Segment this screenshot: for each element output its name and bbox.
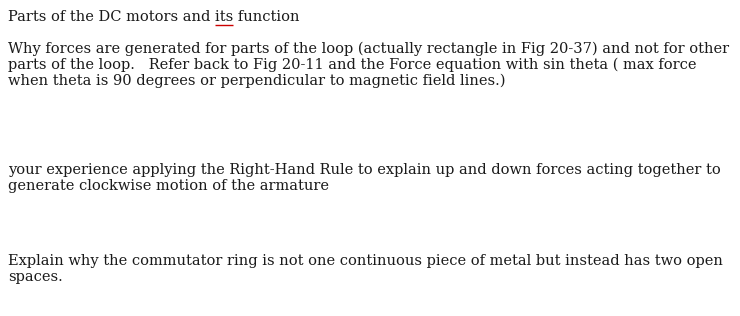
Text: spaces.: spaces. — [8, 270, 63, 284]
Text: your experience applying the Right-Hand Rule to explain up and down forces actin: your experience applying the Right-Hand … — [8, 163, 721, 177]
Text: Explain why the commutator ring is not one continuous piece of metal but instead: Explain why the commutator ring is not o… — [8, 254, 723, 268]
Text: parts of the loop.   Refer back to Fig 20-11 and the Force equation with sin the: parts of the loop. Refer back to Fig 20-… — [8, 58, 696, 72]
Text: Why forces are generated for parts of the loop (actually rectangle in Fig 20-37): Why forces are generated for parts of th… — [8, 42, 729, 56]
Text: Parts of the DC motors and its function: Parts of the DC motors and its function — [8, 10, 300, 24]
Text: when theta is 90 degrees or perpendicular to magnetic field lines.): when theta is 90 degrees or perpendicula… — [8, 74, 505, 88]
Text: generate clockwise motion of the armature: generate clockwise motion of the armatur… — [8, 179, 329, 193]
